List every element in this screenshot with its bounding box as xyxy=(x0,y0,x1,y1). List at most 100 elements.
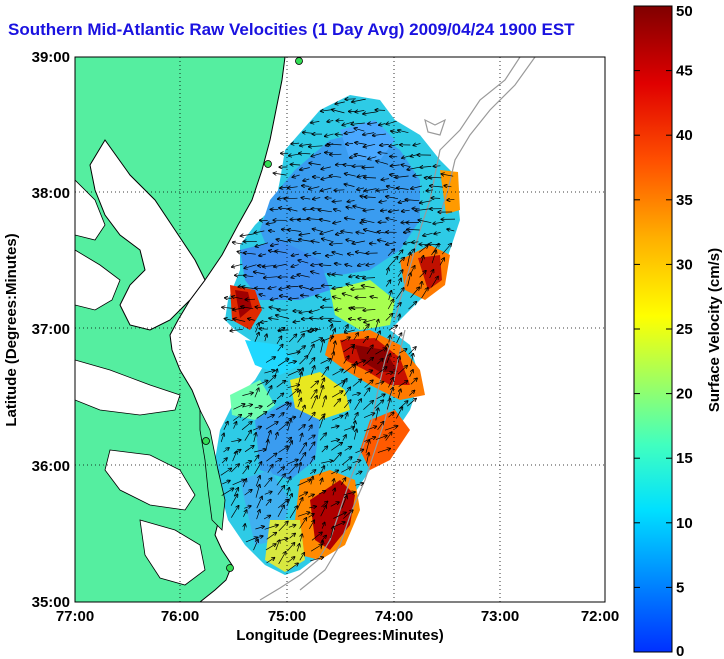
velocity-arrow xyxy=(256,307,265,308)
velocity-arrow xyxy=(447,229,455,231)
velocity-arrow xyxy=(298,493,307,497)
velocity-arrows xyxy=(220,99,456,572)
velocity-arrow xyxy=(298,275,310,278)
y-tick-label: 38:00 xyxy=(32,185,70,202)
velocity-arrow xyxy=(329,329,335,342)
velocity-arrow xyxy=(292,265,299,267)
velocity-arrow xyxy=(334,190,345,191)
velocity-arrow xyxy=(397,389,400,399)
velocity-arrow xyxy=(320,479,322,485)
velocity-arrow xyxy=(289,209,298,211)
velocity-arrow xyxy=(362,220,375,224)
velocity-arrow xyxy=(288,335,296,343)
velocity-arrow xyxy=(287,385,300,389)
y-tick-label: 37:00 xyxy=(32,321,70,338)
plot-frame xyxy=(74,56,606,603)
velocity-arrow xyxy=(334,209,342,211)
velocity-arrow xyxy=(225,319,233,321)
velocity-arrow xyxy=(341,337,350,343)
velocity-arrow xyxy=(310,309,320,312)
velocity-arrow xyxy=(307,345,314,356)
velocity-arrow xyxy=(311,477,313,485)
velocity-arrow xyxy=(346,207,353,208)
velocity-arrow xyxy=(375,331,380,341)
velocity-arrow xyxy=(336,164,345,165)
velocity-arrow xyxy=(300,233,311,235)
velocity-arrow xyxy=(407,229,420,230)
velocity-arrow xyxy=(353,333,358,341)
velocity-arrow xyxy=(398,130,409,134)
velocity-arrow xyxy=(363,309,376,310)
velocity-arrow xyxy=(310,390,317,399)
velocity-arrow xyxy=(320,359,331,364)
velocity-arrow xyxy=(330,176,342,178)
velocity-arrow xyxy=(276,403,288,410)
velocity-arrow xyxy=(244,431,251,441)
velocity-arrow xyxy=(367,264,375,266)
velocity-arrow xyxy=(254,333,259,342)
velocity-arrow xyxy=(341,231,353,233)
velocity-arrow xyxy=(322,523,325,529)
velocity-arrow xyxy=(385,372,393,374)
velocity-arrow xyxy=(345,132,355,134)
velocity-arrow xyxy=(301,295,309,296)
velocity-arrow xyxy=(312,153,322,156)
velocity-arrow xyxy=(385,314,393,321)
velocity-arrow xyxy=(271,244,279,246)
velocity-arrow xyxy=(299,518,307,529)
velocity-arrow xyxy=(427,190,433,191)
x-tick-label: 72:00 xyxy=(581,608,619,625)
velocity-arrow xyxy=(321,167,331,169)
velocity-arrow xyxy=(253,540,259,551)
velocity-arrow xyxy=(341,457,352,466)
velocity-arrow xyxy=(233,242,244,244)
velocity-arrow xyxy=(343,294,353,297)
velocity-arrow xyxy=(355,110,365,112)
velocity-arrow xyxy=(299,153,311,154)
velocity-arrow xyxy=(311,272,320,275)
velocity-arrow xyxy=(374,320,378,331)
velocity-arrow xyxy=(444,186,452,187)
velocity-arrow xyxy=(254,406,262,408)
velocity-arrow xyxy=(332,370,343,376)
velocity-arrow xyxy=(275,251,287,253)
velocity-arrow xyxy=(325,133,334,136)
velocity-arrow xyxy=(222,481,229,485)
velocity-arrow xyxy=(264,370,274,374)
velocity-arrow xyxy=(429,270,434,279)
velocity-arrow xyxy=(371,297,378,298)
x-axis-ticks: 77:00 76:00 75:00 74:00 73:00 72:00 xyxy=(56,608,619,625)
velocity-arrow xyxy=(311,396,317,409)
velocity-arrow xyxy=(287,543,294,552)
velocity-arrow xyxy=(387,249,394,256)
velocity-arrow xyxy=(365,440,369,453)
velocity-arrow xyxy=(358,264,366,266)
velocity-arrow xyxy=(348,254,354,255)
velocity-arrow xyxy=(269,318,279,319)
velocity-arrow xyxy=(233,404,244,410)
velocity-arrow xyxy=(363,167,375,168)
velocity-arrow xyxy=(316,296,323,298)
velocity-arrow xyxy=(288,286,299,287)
velocity-arrow xyxy=(341,478,345,485)
velocity-arrow xyxy=(242,393,252,396)
velocity-arrow xyxy=(406,253,410,267)
velocity-arrow xyxy=(331,416,342,421)
velocity-arrow xyxy=(253,427,261,431)
velocity-arrow xyxy=(399,349,406,354)
velocity-arrow xyxy=(328,144,342,145)
velocity-arrow xyxy=(297,334,305,343)
velocity-arrow xyxy=(342,510,353,519)
velocity-arrow xyxy=(441,244,451,255)
velocity-arrow xyxy=(388,378,393,388)
velocity-arrow xyxy=(278,522,288,532)
velocity-arrow xyxy=(313,198,321,200)
velocity-arrow xyxy=(220,469,231,476)
velocity-arrow xyxy=(333,513,345,519)
velocity-arrow xyxy=(431,277,438,288)
velocity-arrow xyxy=(320,229,334,234)
velocity-arrow xyxy=(308,442,315,451)
velocity-arrow xyxy=(330,325,332,331)
velocity-arrow xyxy=(221,488,234,496)
